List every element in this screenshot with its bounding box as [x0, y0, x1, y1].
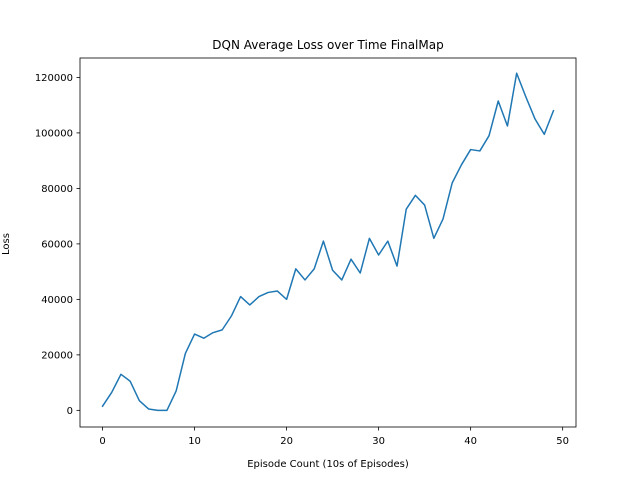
plot-area: 0 10 20 30 40 50 0 20000 40000 60000 80000 100000 12… — [35, 57, 577, 447]
x-tick-label: 40 — [464, 436, 477, 447]
chart-title: DQN Average Loss over Time FinalMap — [212, 38, 443, 52]
x-tick-label: 10 — [188, 436, 201, 447]
series-line — [101, 72, 555, 412]
x-tick-label: 0 — [99, 436, 105, 447]
x-tick-label: 50 — [556, 436, 569, 447]
x-tick-label: 20 — [280, 436, 293, 447]
y-tick-label: 120000 — [35, 73, 73, 84]
y-tick-label: 40000 — [41, 295, 73, 306]
plot-frame — [79, 57, 577, 428]
x-tick-label: 30 — [372, 436, 385, 447]
y-tick-label: 0 — [67, 406, 73, 417]
y-tick-label: 80000 — [41, 184, 73, 195]
y-tick-label: 60000 — [41, 239, 73, 250]
y-tick-label: 20000 — [41, 350, 73, 361]
y-tick-label: 100000 — [35, 128, 73, 139]
x-axis-label: Episode Count (10s of Episodes) — [247, 459, 409, 470]
y-axis-label: Loss — [1, 233, 12, 255]
